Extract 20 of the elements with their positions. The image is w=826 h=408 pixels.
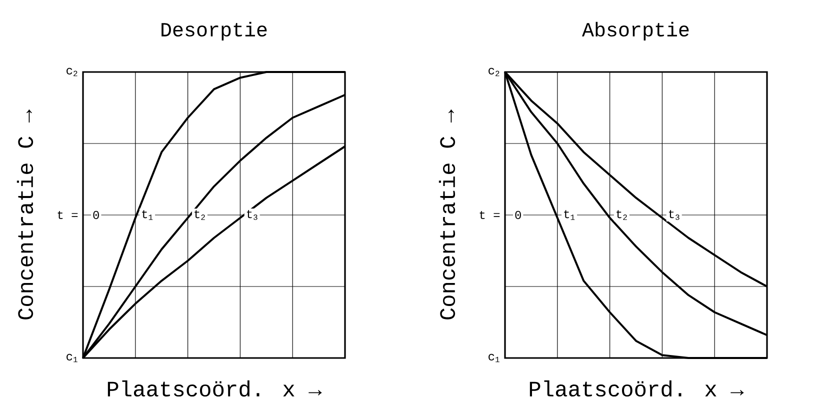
annotation: t$_{1}$ [564,210,575,220]
text: c$_{2}$ [66,68,78,76]
x-axis-title: Plaatscoörd. x → [108,380,322,397]
y-axis-title: Concentratie C → [438,110,456,320]
text: t = [58,210,78,220]
annotation: t$_{3}$ [246,210,258,220]
text: c$_{1}$ [66,354,78,362]
annotation: 0 [93,210,99,220]
annotation: t$_{1}$ [142,210,153,220]
chart-title: Absorptie [582,22,689,40]
annotation: 0 [515,210,521,220]
text: c$_{2}$ [488,68,500,76]
annotation: t$_{2}$ [194,210,205,220]
text: t = [480,210,500,220]
x-axis-title: Plaatscoörd. x → [530,380,744,397]
chart-title: Desorptie [162,22,267,40]
annotation: t$_{2}$ [616,210,627,220]
text: c$_{1}$ [488,354,500,362]
annotation: t$_{3}$ [668,210,680,220]
y-axis-title: Concentratie C → [16,110,34,320]
